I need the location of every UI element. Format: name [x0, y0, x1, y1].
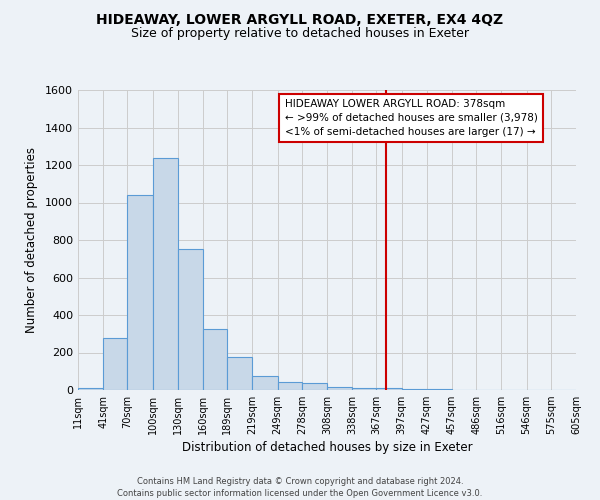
- X-axis label: Distribution of detached houses by size in Exeter: Distribution of detached houses by size …: [182, 442, 472, 454]
- Text: Size of property relative to detached houses in Exeter: Size of property relative to detached ho…: [131, 28, 469, 40]
- Text: HIDEAWAY LOWER ARGYLL ROAD: 378sqm
← >99% of detached houses are smaller (3,978): HIDEAWAY LOWER ARGYLL ROAD: 378sqm ← >99…: [284, 99, 538, 137]
- Bar: [278, 382, 302, 390]
- Bar: [227, 357, 253, 390]
- Bar: [152, 158, 178, 390]
- Bar: [376, 388, 401, 390]
- Bar: [203, 329, 227, 390]
- Bar: [78, 388, 103, 390]
- Bar: [178, 250, 203, 390]
- Bar: [302, 384, 327, 390]
- Text: HIDEAWAY, LOWER ARGYLL ROAD, EXETER, EX4 4QZ: HIDEAWAY, LOWER ARGYLL ROAD, EXETER, EX4…: [97, 12, 503, 26]
- Bar: [103, 338, 127, 390]
- Text: Contains HM Land Registry data © Crown copyright and database right 2024.: Contains HM Land Registry data © Crown c…: [137, 478, 463, 486]
- Text: Contains public sector information licensed under the Open Government Licence v3: Contains public sector information licen…: [118, 489, 482, 498]
- Bar: [427, 389, 452, 390]
- Bar: [352, 388, 376, 390]
- Bar: [253, 376, 278, 390]
- Bar: [127, 195, 152, 390]
- Y-axis label: Number of detached properties: Number of detached properties: [25, 147, 38, 333]
- Bar: [401, 389, 427, 390]
- Bar: [327, 387, 352, 390]
